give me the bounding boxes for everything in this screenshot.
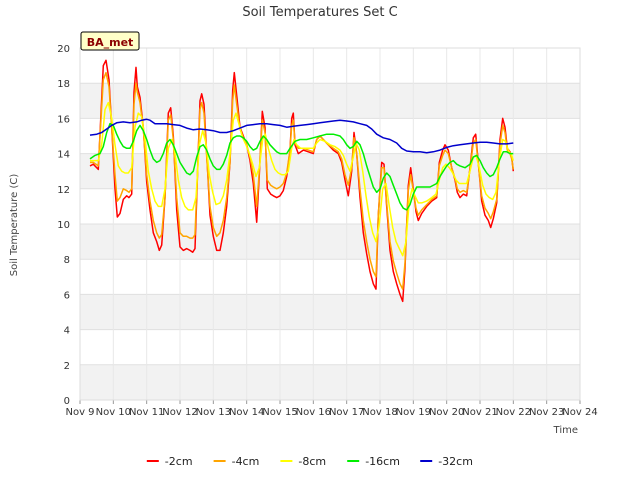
x-tick-label: Nov 24 (562, 407, 597, 418)
plot-band (80, 153, 580, 189)
legend-label: -2cm (165, 455, 193, 468)
legend-label: -4cm (232, 455, 260, 468)
x-axis-label: Time (553, 425, 578, 436)
y-tick-label: 8 (64, 255, 70, 266)
y-axis-label: Soil Temperature (C) (9, 174, 20, 277)
x-tick-label: Nov 13 (196, 407, 231, 418)
y-tick-label: 2 (64, 361, 70, 372)
y-tick-label: 10 (57, 220, 70, 231)
y-tick-label: 4 (64, 326, 70, 337)
x-tick-label: Nov 21 (462, 407, 497, 418)
x-tick-label: Nov 11 (129, 407, 164, 418)
x-tick-label: Nov 15 (262, 407, 297, 418)
legend-item: -4cm (213, 455, 260, 468)
legend-item: -32cm (420, 455, 473, 468)
x-tick-label: Nov 14 (229, 407, 264, 418)
legend-label: -8cm (298, 455, 326, 468)
x-tick-label: Nov 23 (529, 407, 564, 418)
series-line--16cm (89, 122, 514, 211)
plot-band (80, 83, 580, 119)
x-tick-label: Nov 9 (65, 407, 94, 418)
series-lines (89, 59, 515, 303)
x-tick-label: Nov 17 (329, 407, 364, 418)
y-tick-label: 14 (57, 150, 70, 161)
badge: BA_met (80, 31, 140, 51)
legend: -2cm -4cm -8cm -16cm -32cm (146, 455, 473, 468)
chart-title: Soil Temperatures Set C (242, 5, 397, 20)
plot-frame (79, 47, 581, 401)
badge-box (80, 31, 140, 51)
plot-band (80, 294, 580, 330)
x-tick-label: Nov 10 (96, 407, 131, 418)
x-tick-label: Nov 22 (496, 407, 531, 418)
y-tick-label: 16 (57, 114, 70, 125)
legend-item: -16cm (347, 455, 400, 468)
y-tick-label: 0 (64, 396, 70, 407)
x-tick-label: Nov 18 (362, 407, 397, 418)
badge-label: BA_met (87, 36, 134, 49)
x-tick-label: Nov 16 (296, 407, 331, 418)
y-tick-label: 20 (57, 44, 70, 55)
plot-band (80, 364, 580, 400)
legend-label: -16cm (365, 455, 400, 468)
x-tick-label: Nov 19 (396, 407, 431, 418)
x-tick-label: Nov 12 (162, 407, 197, 418)
y-tick-label: 18 (57, 79, 70, 90)
y-tick-label: 12 (57, 185, 70, 196)
series-line--4cm (90, 71, 515, 290)
y-tick-label: 6 (64, 290, 70, 301)
legend-item: -2cm (146, 455, 193, 468)
x-tick-label: Nov 20 (429, 407, 464, 418)
series-line--32cm (89, 118, 514, 154)
legend-item: -8cm (280, 455, 326, 468)
legend-label: -32cm (438, 455, 473, 468)
